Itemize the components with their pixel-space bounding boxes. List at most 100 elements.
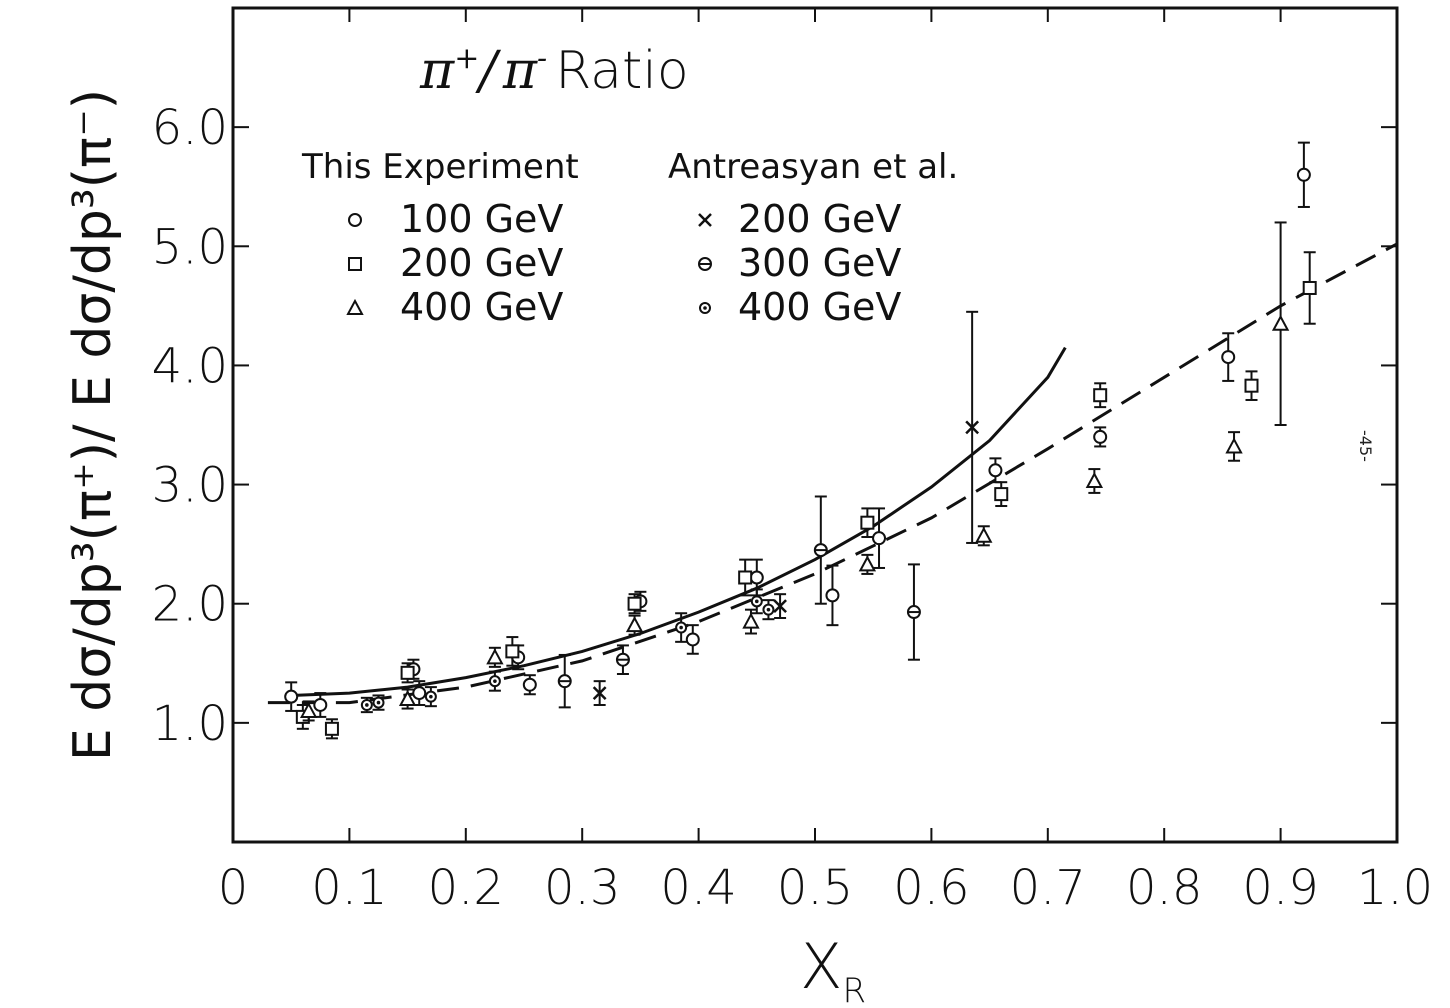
y-tick-label: 5.0	[152, 219, 228, 275]
data-point-barred-circle	[557, 653, 572, 709]
data-point-square	[1302, 251, 1317, 325]
data-point-triangle	[625, 614, 644, 636]
square-marker	[627, 596, 642, 611]
data-point-circle	[313, 692, 328, 718]
x-tick-label: 0.9	[1242, 860, 1318, 916]
legend: This Experiment Antreasyan et al. 100 Ge…	[301, 147, 958, 329]
data-point-square	[324, 718, 339, 740]
x-tick-label: 0.3	[544, 860, 620, 916]
chart-title: π+/π- Ratio	[419, 41, 689, 101]
y-tick-label: 6.0	[152, 100, 228, 156]
circle-marker	[1093, 429, 1108, 444]
data-point-square	[505, 636, 520, 667]
triangle-marker	[858, 555, 877, 572]
y-axis-label-text: E dσ/dp³(π⁺)/ E dσ/dp³(π⁻)	[63, 89, 123, 761]
triangle-marker	[486, 648, 504, 665]
data-point-circle	[522, 674, 537, 696]
legend-heading-antreasyan: Antreasyan et al.	[668, 147, 958, 187]
data-point-barred-circle	[615, 644, 630, 676]
data-point-circle	[412, 680, 427, 706]
x-tick-label: 0.2	[428, 860, 504, 916]
legend-label: 200 GeV	[738, 197, 901, 241]
legend-entry: 100 GeV	[348, 197, 563, 241]
y-tick-labels: 1.0 2.0 3.0 4.0 5.0 6.0	[152, 100, 228, 752]
cross-marker	[773, 599, 787, 613]
circle-marker	[1221, 350, 1236, 365]
data-point-square	[627, 593, 642, 615]
legend-entry: 400 GeV	[346, 285, 563, 329]
page-number-annotation: -45-	[1356, 430, 1375, 462]
data-point-circle	[1221, 332, 1236, 382]
circle-marker	[522, 677, 537, 692]
triangle-marker	[742, 612, 760, 629]
data-point-square	[860, 507, 875, 538]
data-point-circle	[988, 457, 1003, 484]
square-marker	[738, 570, 753, 585]
circle-marker	[412, 686, 427, 701]
dot-circle-marker	[750, 595, 763, 608]
x-tick-label: 1.0	[1357, 860, 1433, 916]
fit-curve-solid	[291, 346, 1067, 697]
x-tick-label: 0	[218, 860, 249, 916]
data-point-square	[738, 558, 753, 597]
triangle-marker	[1225, 437, 1243, 454]
circle-marker	[685, 632, 700, 647]
data-point-cross	[965, 310, 980, 544]
data-point-circle	[685, 624, 700, 655]
dot-circle-marker	[675, 621, 688, 634]
legend-label: 400 GeV	[400, 285, 563, 329]
square-marker	[505, 644, 520, 659]
square-marker	[994, 487, 1009, 502]
x-tick-label: 0.5	[777, 860, 853, 916]
legend-marker-triangle	[346, 298, 364, 315]
plot-frame	[231, 6, 1399, 844]
square-marker	[1302, 280, 1317, 295]
y-tick-label: 2.0	[152, 577, 228, 633]
triangle-marker	[975, 526, 993, 543]
data-point-circle	[1093, 426, 1108, 448]
y-tick-label: 4.0	[152, 338, 228, 394]
data-point-triangle	[1225, 431, 1243, 462]
data-point-triangle	[1271, 221, 1290, 426]
y-tick-label: 1.0	[152, 696, 228, 752]
legend-heading-this-experiment: This Experiment	[301, 147, 579, 187]
circle-marker	[749, 570, 764, 585]
circle-marker	[313, 697, 328, 712]
data-point-dot-circle	[750, 588, 763, 615]
data-point-dot-circle	[675, 612, 688, 643]
x-tick-labels: 0 0.1 0.2 0.3 0.4 0.5 0.6 0.7 0.8 0.9 1.0	[218, 860, 1433, 916]
data-points	[284, 141, 1317, 740]
y-axis-label: E dσ/dp³(π⁺)/ E dσ/dp³(π⁻)	[63, 89, 123, 761]
data-point-triangle	[975, 525, 993, 547]
square-marker	[1093, 388, 1108, 403]
triangle-marker	[1271, 314, 1290, 331]
cross-marker	[592, 686, 607, 700]
circle-marker	[1296, 167, 1311, 182]
data-point-dot-circle	[372, 694, 385, 711]
dot-circle-marker	[488, 675, 501, 688]
legend-label: 300 GeV	[738, 241, 901, 285]
data-point-square	[1093, 382, 1108, 409]
dot-circle-marker	[360, 698, 373, 711]
triangle-marker	[398, 689, 417, 707]
dot-circle-marker	[424, 690, 437, 703]
y-tick-label: 3.0	[152, 458, 228, 514]
data-point-circle	[1296, 141, 1311, 208]
legend-marker-square	[348, 257, 362, 271]
dot-circle-marker	[372, 696, 385, 709]
data-point-triangle	[398, 688, 417, 710]
legend-entry: 300 GeV	[698, 241, 901, 285]
data-point-dot-circle	[360, 696, 373, 714]
data-point-cross	[773, 593, 787, 620]
dot-circle-marker	[762, 603, 775, 616]
legend-label: 400 GeV	[738, 285, 901, 329]
circle-marker	[988, 463, 1003, 478]
x-tick-label: 0.6	[893, 860, 969, 916]
fit-curves	[267, 242, 1398, 705]
data-point-circle	[284, 681, 299, 712]
data-point-circle	[872, 507, 887, 569]
legend-marker-dot-circle	[699, 302, 711, 314]
circle-marker	[872, 531, 887, 546]
data-point-square	[400, 662, 415, 684]
